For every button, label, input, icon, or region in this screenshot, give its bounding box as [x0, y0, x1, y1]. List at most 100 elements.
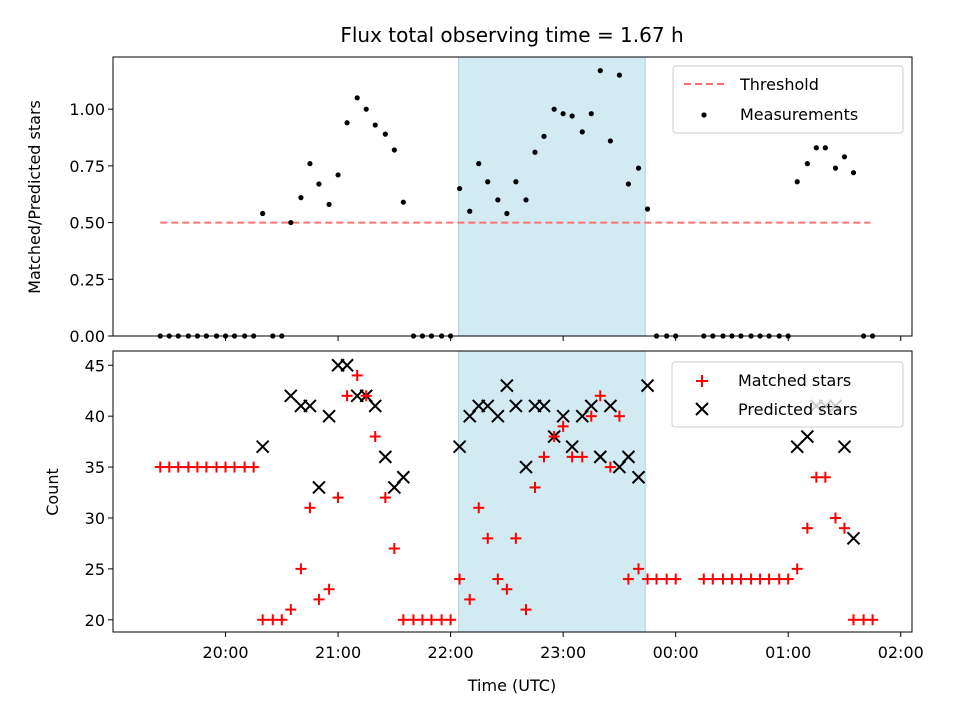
- predicted-star-marker: [790, 439, 804, 454]
- measurement-point: [307, 161, 313, 167]
- predicted-star-marker: [368, 399, 382, 413]
- predicted-star-marker: [509, 399, 523, 413]
- bottom-x-tick-label: 21:00: [315, 643, 361, 662]
- measurement-point: [513, 179, 519, 185]
- bottom-y-tick-label: 30: [85, 509, 105, 528]
- measurement-point: [841, 154, 848, 160]
- matched-star-marker: [501, 583, 513, 595]
- matched-star-marker: [172, 461, 184, 473]
- matched-star-marker: [200, 461, 212, 473]
- matched-star-marker: [425, 614, 437, 626]
- matched-star-marker: [538, 451, 550, 463]
- matched-star-marker: [379, 492, 391, 504]
- predicted-star-marker: [565, 439, 579, 454]
- measurement-point: [607, 138, 614, 144]
- matched-star-marker: [229, 461, 241, 473]
- bottom-y-tick-label: 20: [85, 611, 105, 630]
- measurement-point: [298, 195, 304, 201]
- measurement-point: [354, 95, 360, 101]
- measurement-point: [635, 165, 642, 171]
- bottom-highlight-span: [457, 350, 646, 633]
- measurement-point: [467, 208, 473, 214]
- matched-star-marker: [594, 390, 606, 402]
- predicted-star-marker: [284, 389, 298, 403]
- predicted-star-marker: [303, 399, 317, 413]
- matched-star-marker: [351, 369, 363, 381]
- predicted-star-marker: [378, 450, 393, 464]
- top-legend-box: [672, 65, 904, 134]
- matched-star-marker: [360, 390, 372, 402]
- matched-star-marker: [257, 614, 269, 626]
- measurement-point: [813, 145, 819, 151]
- bottom-x-tick-label: 01:00: [765, 643, 811, 662]
- measurement-point: [344, 120, 350, 126]
- measurement-point: [523, 197, 529, 203]
- top-y-tick-label: 0.25: [69, 270, 105, 289]
- predicted-star-marker: [500, 378, 514, 393]
- measurement-point: [832, 165, 839, 171]
- top-x-ticks: [225, 336, 902, 341]
- predicted-star-marker: [396, 470, 411, 484]
- matched-star-marker: [454, 573, 466, 585]
- measurement-point: [495, 197, 501, 203]
- chart-title: Flux total observing time = 1.67 h: [340, 23, 683, 47]
- legend-matched-label: Matched stars: [738, 371, 851, 390]
- bottom-x-tick-label: 20:00: [202, 643, 248, 662]
- matched-star-marker: [397, 614, 409, 626]
- top-y-tick-label: 0.50: [69, 214, 105, 233]
- top-y-axis-label: Matched/Predicted stars: [25, 100, 44, 294]
- measurement-point: [363, 106, 369, 112]
- matched-star-marker: [529, 481, 541, 493]
- matched-star-marker: [248, 461, 260, 473]
- bottom-y-tick-label: 25: [85, 560, 105, 579]
- predicted-star-marker: [556, 409, 570, 423]
- legend-matched-swatch: [696, 375, 708, 387]
- top-legend: Threshold Measurements: [672, 65, 904, 134]
- measurement-point: [560, 111, 566, 117]
- matched-star-marker: [520, 604, 532, 616]
- bottom-x-axis: 20:00 21:00 22:00 23:00 00:00 01:00 02:00: [202, 632, 924, 662]
- matched-star-marker: [847, 614, 859, 626]
- measurement-point: [569, 113, 575, 119]
- predicted-star-marker: [846, 531, 861, 546]
- bottom-y-axis: 20 25 30 35 40 45: [85, 356, 113, 630]
- measurement-point: [316, 181, 322, 187]
- matched-star-marker: [707, 573, 719, 585]
- matched-star-marker: [304, 502, 316, 514]
- matched-star-marker: [482, 532, 494, 544]
- matched-star-marker: [295, 563, 307, 575]
- matched-star-marker: [566, 451, 578, 463]
- matched-star-marker: [670, 573, 682, 585]
- matched-star-marker: [613, 410, 625, 422]
- matched-star-marker: [323, 583, 335, 595]
- matched-star-marker: [548, 431, 560, 443]
- highlight-span-rect: [457, 56, 646, 337]
- predicted-star-marker: [621, 450, 636, 464]
- legend-measurements-swatch: [701, 112, 707, 118]
- measurement-point: [850, 170, 857, 176]
- predicted-star-marker: [593, 450, 607, 464]
- matched-star-marker: [464, 593, 476, 605]
- legend-measurements-label: Measurements: [740, 105, 858, 124]
- top-y-tick-label: 0.00: [69, 327, 105, 346]
- predicted-star-marker: [584, 399, 598, 413]
- top-highlight-span: [457, 56, 646, 337]
- measurement-point: [541, 133, 547, 139]
- bottom-legend: Matched stars Predicted stars: [671, 361, 904, 428]
- predicted-star-marker: [640, 378, 655, 393]
- measurement-point: [382, 131, 388, 137]
- top-y-axis: 0.00 0.25 0.50 0.75 1.00: [69, 100, 113, 346]
- measurement-point: [457, 185, 463, 192]
- matched-star-marker: [622, 573, 634, 585]
- matched-star-marker: [651, 573, 663, 585]
- matched-star-marker: [285, 604, 297, 616]
- matched-star-marker: [388, 543, 400, 555]
- matched-star-marker: [782, 573, 794, 585]
- bottom-y-tick-label: 45: [85, 356, 105, 375]
- matched-star-marker: [829, 512, 841, 524]
- measurement-point: [335, 172, 341, 178]
- predicted-star-marker: [481, 399, 495, 413]
- matched-star-marker: [276, 614, 288, 626]
- predicted-star-marker: [491, 409, 505, 423]
- bottom-x-tick-label: 02:00: [878, 643, 924, 662]
